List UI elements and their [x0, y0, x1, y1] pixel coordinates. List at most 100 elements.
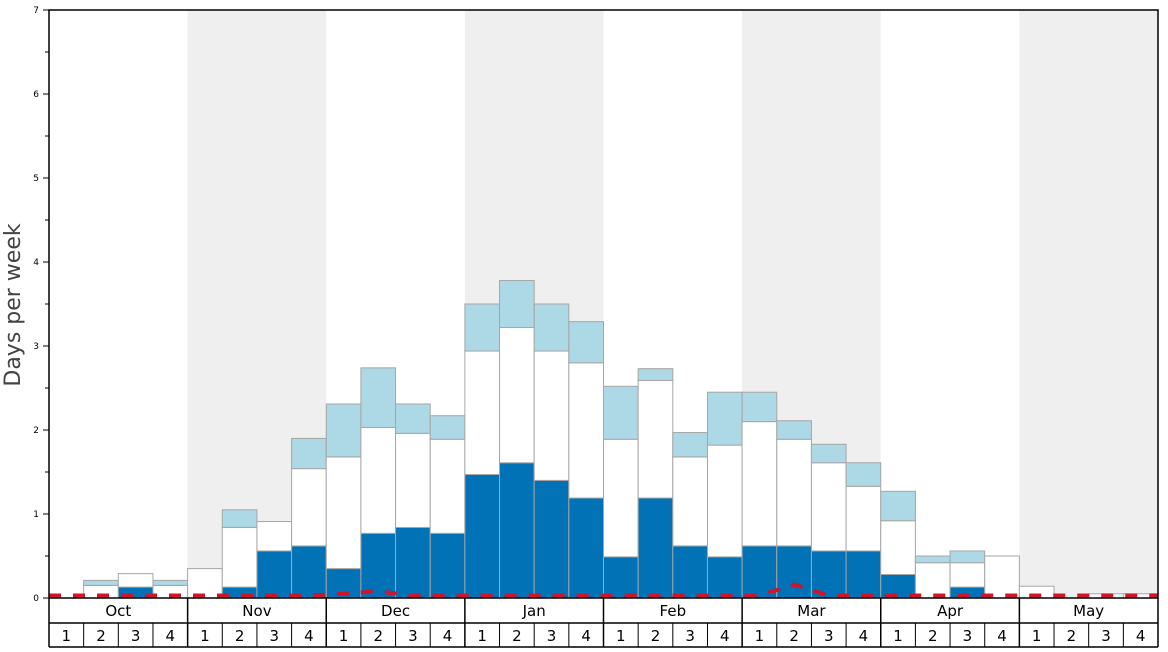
bar-segment-3-week-14 [499, 279, 535, 329]
bar-segment-3-week-15 [533, 303, 570, 352]
bar-segment-1-week-24 [845, 550, 882, 599]
bar-group [83, 279, 1159, 599]
week-label: 1 [200, 627, 210, 645]
dashed-line-group [49, 582, 1158, 598]
bar-segment-2-week-27 [949, 562, 986, 588]
bar-segment-1-week-12 [429, 532, 466, 599]
week-label: 2 [96, 627, 106, 645]
week-label: 3 [269, 627, 279, 645]
bar-segment-3-week-17 [603, 385, 639, 440]
week-label: 1 [616, 627, 626, 645]
bar-segment-3-week-8 [291, 437, 327, 470]
bar-segment-2-week-16 [568, 362, 604, 499]
bar-segment-1-week-8 [291, 545, 327, 599]
bar-segment-3-week-18 [637, 368, 674, 381]
week-label: 1 [1032, 627, 1042, 645]
bar-segment-3-week-25 [880, 490, 916, 522]
bar-segment-1-week-11 [395, 526, 431, 599]
month-label-feb: Feb [660, 602, 687, 620]
month-label-mar: Mar [797, 602, 826, 620]
bar-segment-3-week-13 [464, 303, 501, 352]
bar-segment-2-week-25 [880, 520, 916, 575]
bar-segment-1-week-7 [256, 550, 293, 599]
bar-segment-3-week-12 [429, 415, 466, 440]
bar-segment-3-week-16 [568, 321, 604, 364]
bar-segment-2-week-23 [810, 462, 847, 552]
week-label: 1 [62, 627, 72, 645]
bar-segment-3-week-23 [810, 443, 847, 464]
week-label: 1 [339, 627, 349, 645]
week-label: 3 [685, 627, 695, 645]
bar-segment-1-week-10 [360, 532, 397, 599]
bar-segment-3-week-6 [221, 509, 258, 528]
week-label: 2 [512, 627, 522, 645]
bar-segment-2-week-8 [291, 468, 327, 547]
week-label: 2 [373, 627, 383, 645]
bar-segment-2-week-15 [533, 350, 570, 481]
week-label: 2 [928, 627, 938, 645]
bar-segment-2-week-14 [499, 327, 535, 464]
week-label: 4 [166, 627, 176, 645]
month-label-nov: Nov [242, 602, 271, 620]
bar-segment-2-week-5 [187, 568, 223, 599]
week-label: 1 [893, 627, 903, 645]
week-label: 4 [581, 627, 591, 645]
bar-segment-1-week-20 [706, 556, 743, 599]
bar-segment-3-week-21 [741, 391, 778, 423]
bar-segment-2-week-26 [914, 562, 951, 599]
bar-segment-1-week-17 [603, 556, 639, 599]
week-label: 3 [1101, 627, 1111, 645]
bar-segment-2-week-9 [325, 456, 362, 570]
bar-segment-1-week-13 [464, 474, 501, 599]
bar-segment-3-week-11 [395, 403, 431, 434]
month-band-may [1019, 10, 1158, 598]
bar-segment-2-week-22 [776, 438, 812, 547]
month-label-may: May [1073, 602, 1104, 620]
bar-segment-2-week-13 [464, 350, 501, 476]
month-label-dec: Dec [381, 602, 410, 620]
week-label: 4 [304, 627, 314, 645]
bar-segment-1-week-18 [637, 497, 674, 599]
week-label: 1 [755, 627, 765, 645]
bar-segment-3-week-9 [325, 403, 362, 458]
bar-segment-1-week-14 [499, 462, 535, 599]
bar-segment-2-week-28 [984, 555, 1020, 599]
bar-segment-2-week-12 [429, 438, 466, 534]
y-tick-label-1: 1 [33, 510, 39, 520]
month-label-oct: Oct [105, 602, 131, 620]
week-label: 2 [1067, 627, 1077, 645]
week-label: 3 [824, 627, 834, 645]
week-label: 3 [131, 627, 141, 645]
week-label: 4 [997, 627, 1007, 645]
bar-segment-3-week-22 [776, 420, 812, 440]
bar-segment-2-week-20 [706, 444, 743, 558]
bar-segment-2-week-11 [395, 432, 431, 528]
y-tick-label-6: 6 [33, 90, 39, 100]
bar-segment-3-week-24 [845, 462, 882, 487]
week-label: 3 [963, 627, 973, 645]
week-label: 4 [859, 627, 869, 645]
week-label: 2 [789, 627, 799, 645]
bar-segment-2-week-21 [741, 421, 778, 547]
x-axis: Oct 1 2 3 4 Nov 1 2 3 4 Dec 1 2 3 4 Jan 1 2 3 4 Feb 1 2 3 4 Mar 1 2… [48, 598, 1159, 648]
week-label: 4 [443, 627, 453, 645]
bar-segment-3-week-19 [672, 432, 708, 458]
y-tick-label-4: 4 [33, 258, 39, 268]
week-label: 3 [547, 627, 557, 645]
y-tick-label-2: 2 [33, 426, 39, 436]
week-label: 4 [1136, 627, 1146, 645]
bar-segment-2-week-18 [637, 379, 674, 499]
bar-segment-2-week-7 [256, 521, 293, 552]
bar-segment-3-week-10 [360, 367, 397, 428]
y-tick-label-5: 5 [33, 174, 39, 184]
y-tick-label-3: 3 [33, 342, 39, 352]
bar-segment-3-week-2 [83, 579, 119, 586]
month-label-apr: Apr [937, 602, 964, 620]
bar-segment-2-week-19 [672, 456, 708, 547]
bar-segment-2-week-17 [603, 438, 639, 558]
week-label: 3 [408, 627, 418, 645]
week-label: 1 [477, 627, 487, 645]
month-label-jan: Jan [522, 602, 546, 620]
y-tick-label-7: 7 [33, 6, 39, 16]
